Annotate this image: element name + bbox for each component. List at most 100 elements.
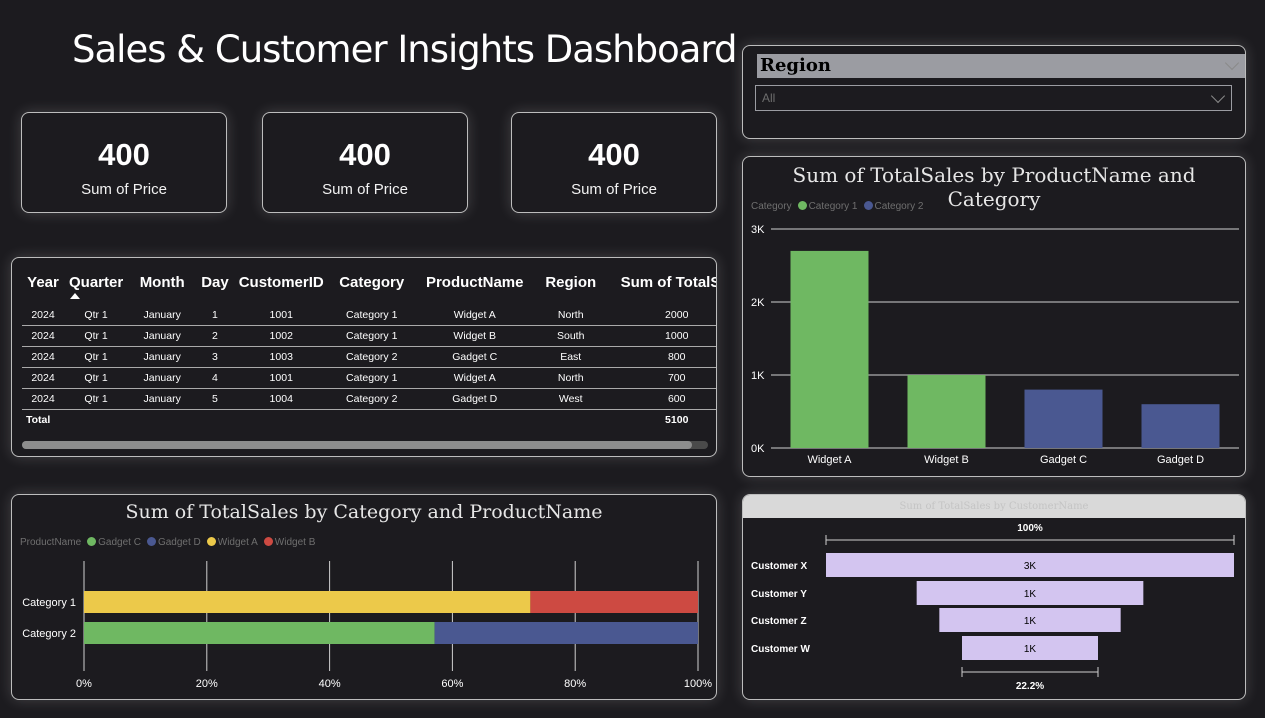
- funnel-title-bar: Sum of TotalSales by CustomerName: [743, 495, 1245, 518]
- table-cell: 1001: [233, 305, 329, 326]
- legend-title: ProductName: [20, 537, 82, 548]
- column-header[interactable]: Year: [27, 274, 59, 291]
- legend-label: Gadget C: [98, 537, 141, 548]
- legend-dot-icon: [87, 537, 97, 546]
- funnel-bar[interactable]: [916, 581, 1144, 605]
- table-cell: Qtr 1: [64, 305, 129, 326]
- x-tick-label: 40%: [319, 678, 341, 690]
- scrollbar-thumb[interactable]: [22, 441, 692, 449]
- sort-ascending-icon[interactable]: [70, 293, 80, 299]
- bar-segment[interactable]: [530, 591, 698, 613]
- table-cell: East: [534, 346, 607, 368]
- bar-segment[interactable]: [84, 622, 435, 644]
- funnel-category-label: Customer W: [751, 644, 810, 655]
- legend-item[interactable]: Gadget D: [141, 537, 201, 548]
- y-tick-label: 3K: [751, 224, 765, 236]
- chart-title: Sum of TotalSales by ProductName and Cat…: [792, 163, 1196, 211]
- table-cell: 1: [196, 305, 234, 326]
- table-cell: [64, 410, 128, 431]
- funnel-chart-card: Sum of TotalSales by CustomerName 100% 3K…: [742, 494, 1246, 700]
- funnel-bar[interactable]: [939, 608, 1121, 632]
- total-value: 5100: [665, 413, 689, 426]
- legend-dot-icon: [263, 537, 273, 546]
- kpi-card-1[interactable]: 400 Sum of Price: [21, 112, 227, 213]
- chart-title: Sum of TotalSales by Category and Produc…: [125, 501, 603, 523]
- table-cell: 600: [606, 388, 716, 410]
- column-header[interactable]: Month: [139, 274, 185, 291]
- table-cell: January: [128, 367, 197, 389]
- legend-item[interactable]: Gadget C: [81, 537, 141, 548]
- dropdown-value: All: [762, 91, 776, 105]
- kpi-card-2[interactable]: 400 Sum of Price: [262, 112, 468, 213]
- x-tick-label: 0%: [76, 678, 92, 690]
- table-cell: 2024: [22, 305, 64, 326]
- kpi-value: 400: [98, 137, 150, 172]
- column-header[interactable]: Sum of TotalSal: [620, 274, 716, 291]
- table-cell: 1002: [233, 325, 329, 347]
- table-cell: [196, 410, 234, 431]
- table-cell: January: [128, 305, 197, 326]
- column-header[interactable]: Quarter: [69, 274, 124, 291]
- table-cell: 1004: [233, 388, 329, 410]
- stacked-chart-plot: 0% 20% 40% 60% 80% 100% Category 1 Category 2: [22, 561, 712, 690]
- funnel-bar-label: 1K: [1024, 616, 1037, 627]
- horizontal-scrollbar[interactable]: [22, 441, 708, 449]
- legend-item[interactable]: Widget A: [201, 537, 258, 548]
- bar[interactable]: [790, 250, 869, 448]
- table-cell: North: [534, 305, 607, 326]
- funnel-bar[interactable]: [826, 553, 1234, 577]
- funnel-chart-plot: 100% 3K Customer X 1K Customer Y 1K Customer Z…: [751, 523, 1235, 692]
- funnel-bar-label: 1K: [1024, 589, 1037, 600]
- table-cell: [535, 410, 607, 431]
- table-cell: [128, 410, 196, 431]
- legend-item[interactable]: Category 2: [858, 201, 923, 212]
- table-cell: January: [128, 388, 197, 410]
- table-cell: 2024: [22, 367, 64, 389]
- column-header[interactable]: ProductName: [425, 274, 524, 291]
- funnel-bar[interactable]: [962, 636, 1098, 660]
- bar-segment[interactable]: [434, 622, 698, 644]
- funnel-category-label: Customer Z: [751, 616, 807, 627]
- legend-dot-icon: [797, 201, 807, 210]
- chevron-down-icon[interactable]: [1210, 88, 1226, 104]
- chart-title: Sum of TotalSales by CustomerName: [899, 501, 1089, 512]
- table-cell: 1000: [606, 325, 716, 347]
- column-header[interactable]: Day: [201, 274, 229, 291]
- bar-segment[interactable]: [84, 591, 531, 613]
- legend-dot-icon: [146, 537, 156, 546]
- table-cell: January: [128, 325, 197, 347]
- x-tick-label: 100%: [684, 678, 712, 690]
- funnel-category-label: Customer Y: [751, 589, 807, 600]
- table-cell: Category 1: [328, 305, 415, 326]
- x-tick-label: Widget A: [807, 454, 852, 466]
- table-total-row: Total 5100: [22, 410, 716, 431]
- column-header[interactable]: CustomerID: [238, 274, 324, 291]
- kpi-card-3[interactable]: 400 Sum of Price: [511, 112, 717, 213]
- bar[interactable]: [1024, 389, 1103, 448]
- table-header-row: Year Quarter Month Day CustomerID Category Pro…: [22, 268, 716, 305]
- x-tick-label: 80%: [564, 678, 586, 690]
- legend-dot-icon: [863, 201, 873, 210]
- bar[interactable]: [1141, 404, 1220, 448]
- legend-item[interactable]: Widget B: [258, 537, 316, 548]
- region-dropdown[interactable]: All: [755, 85, 1232, 111]
- table-cell: January: [128, 346, 197, 368]
- bar-chart-plot: 0K 1K 2K 3K Widget A Widget B Gadget C Gadget D: [751, 224, 1239, 466]
- chevron-down-icon[interactable]: [1224, 55, 1240, 71]
- y-tick-label: 2K: [751, 297, 765, 309]
- legend-label: Widget B: [274, 537, 316, 548]
- column-header[interactable]: Category: [339, 274, 405, 291]
- table-cell: 5: [196, 388, 234, 410]
- table-cell: West: [534, 388, 607, 410]
- slicer-header[interactable]: Region: [757, 54, 1245, 78]
- column-header[interactable]: Region: [545, 274, 597, 291]
- bar[interactable]: [907, 375, 986, 448]
- legend-item[interactable]: Category 1: [792, 201, 858, 212]
- table-cell: 4: [196, 367, 234, 389]
- table-cell: 2024: [22, 388, 64, 410]
